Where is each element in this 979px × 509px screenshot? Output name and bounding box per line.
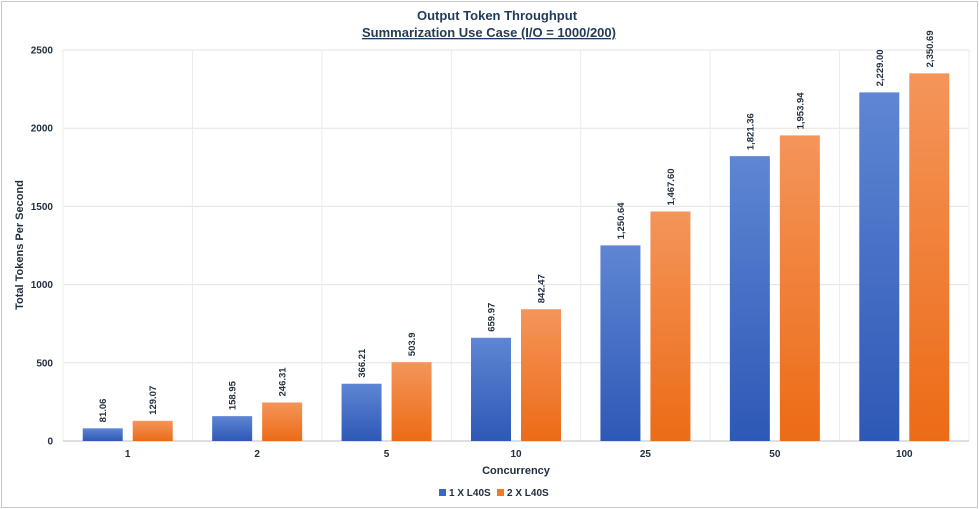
data-label: 1,467.60: [666, 168, 677, 205]
x-tick-label: 2: [254, 449, 260, 460]
bar-series-2-50: [779, 135, 820, 441]
x-tick-label: 1: [125, 449, 131, 460]
data-label: 158.95: [228, 380, 239, 410]
legend: 1 X L40S 2 X L40S: [439, 488, 549, 499]
bar-series-2-100: [909, 73, 950, 441]
legend-label-series-1: 1 X L40S: [449, 488, 491, 499]
x-tick-labels: 1 2 5 10 25 50 100: [125, 449, 913, 460]
bar-series-1-25: [600, 245, 641, 441]
data-label: 2,229.00: [875, 49, 886, 86]
x-tick-label: 10: [510, 449, 522, 460]
legend-label-series-2: 2 X L40S: [507, 488, 549, 499]
x-tick-label: 25: [640, 449, 652, 460]
y-tick-label: 1000: [31, 280, 54, 291]
y-tick-label: 0: [47, 437, 53, 448]
bar-series-2-5: [391, 362, 432, 441]
data-label: 842.47: [537, 274, 548, 303]
data-label: 81.06: [98, 399, 109, 423]
bar-series-1-50: [729, 156, 770, 442]
bars: [82, 73, 950, 442]
y-tick-label: 500: [36, 358, 53, 369]
chart-title: Output Token Throughput: [417, 8, 578, 23]
bar-series-2-2: [262, 402, 303, 441]
bar-series-1-1: [82, 428, 123, 441]
gridlines: [62, 49, 970, 442]
chart-subtitle: Summarization Use Case (I/O = 1000/200): [362, 25, 616, 40]
bar-series-2-1: [132, 420, 173, 441]
data-label: 246.31: [278, 367, 289, 397]
x-tick-label: 50: [769, 449, 781, 460]
legend-swatch-series-2: [497, 489, 504, 496]
data-label: 129.07: [148, 386, 159, 415]
x-axis-label: Concurrency: [482, 465, 551, 477]
bar-series-1-5: [341, 383, 382, 441]
data-label: 1,953.94: [795, 92, 806, 130]
data-label: 2,350.69: [925, 30, 936, 67]
x-tick-label: 5: [384, 449, 390, 460]
x-tick-label: 100: [896, 449, 913, 460]
legend-swatch-series-1: [439, 489, 446, 496]
data-label: 366.21: [357, 348, 368, 378]
data-labels: 81.06 129.07 158.95 246.31 366.21 503.9 659.97…: [98, 30, 936, 422]
data-label: 1,250.64: [616, 202, 627, 240]
y-tick-label: 2500: [31, 46, 54, 57]
y-tick-labels: 0 500 1000 1500 2000 2500: [31, 46, 54, 448]
y-tick-label: 1500: [31, 202, 54, 213]
bar-series-1-100: [859, 92, 900, 441]
bar-series-2-25: [650, 211, 691, 441]
bar-series-1-10: [471, 337, 511, 441]
data-label: 503.9: [407, 332, 418, 356]
y-axis-label: Total Tokens Per Second: [14, 180, 26, 310]
bar-series-2-10: [521, 309, 561, 441]
y-tick-label: 2000: [31, 124, 54, 135]
data-label: 659.97: [487, 303, 498, 332]
data-label: 1,821.36: [745, 113, 756, 150]
bar-series-1-2: [212, 416, 253, 441]
